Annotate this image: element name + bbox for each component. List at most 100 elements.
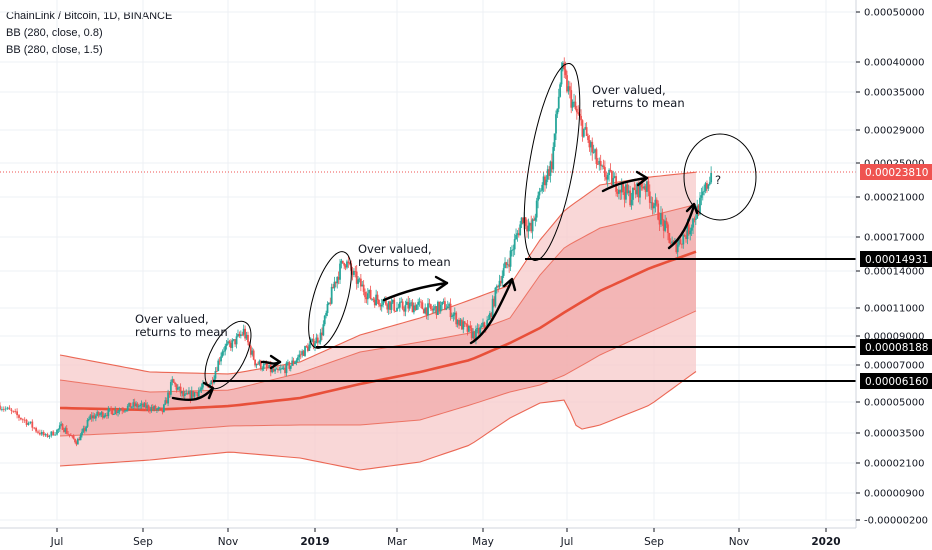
candle-up xyxy=(279,364,282,374)
candle-body xyxy=(68,434,71,436)
candle-body xyxy=(439,304,442,312)
candle-body xyxy=(365,297,368,300)
candle-down xyxy=(530,215,533,234)
candle-body xyxy=(405,301,408,305)
candle-down xyxy=(460,318,463,330)
candle-body xyxy=(556,108,559,115)
candle-down xyxy=(61,423,64,431)
candle-body xyxy=(265,363,268,367)
annotation-label: Over valued, xyxy=(592,83,666,97)
candle-body xyxy=(653,205,655,209)
candle-body xyxy=(708,182,711,185)
candle-down xyxy=(121,406,124,415)
candle-body xyxy=(118,409,121,412)
candle-up xyxy=(405,298,408,305)
candle-body xyxy=(506,264,509,266)
candle-up xyxy=(346,259,348,270)
candle-body xyxy=(488,313,491,320)
candle-body xyxy=(524,217,527,227)
candle-body xyxy=(689,230,692,235)
candle-up xyxy=(103,413,106,419)
candle-body xyxy=(498,280,501,288)
candle-body xyxy=(379,304,382,307)
candle-up xyxy=(654,193,657,213)
candle-body xyxy=(687,224,690,235)
candle-body xyxy=(594,149,596,153)
candle-body xyxy=(533,219,535,221)
candle-down xyxy=(658,212,661,232)
candle-up xyxy=(285,361,288,377)
candle-down xyxy=(259,359,262,371)
candle-up xyxy=(235,333,238,349)
candle-body xyxy=(699,197,701,215)
candle-body xyxy=(334,281,337,284)
x-tick-label: Sep xyxy=(644,536,664,548)
candle-body xyxy=(344,265,347,268)
candle-body xyxy=(2,408,5,410)
candle-body xyxy=(493,298,495,307)
candle-up xyxy=(227,338,229,346)
candle-body xyxy=(218,360,221,362)
y-tick-label: 0.00002100 xyxy=(864,459,924,470)
candle-up xyxy=(150,404,153,413)
candle-up xyxy=(140,400,143,409)
candle-body xyxy=(605,176,608,180)
legend-bb-inner[interactable]: BB (280, close, 0.8) xyxy=(6,27,103,39)
candle-up xyxy=(361,280,364,287)
candle-up xyxy=(57,428,60,433)
candle-body xyxy=(305,346,308,347)
candle-up xyxy=(322,320,325,337)
candle-up xyxy=(456,319,459,328)
candle-body xyxy=(144,403,147,409)
candle-body xyxy=(249,346,252,355)
arrow-annotation xyxy=(601,176,649,193)
legend-bb-outer[interactable]: BB (280, close, 1.5) xyxy=(6,44,103,56)
candle-body xyxy=(704,183,707,191)
candle-up xyxy=(397,303,400,309)
candle-body xyxy=(469,325,472,328)
candle-up xyxy=(315,333,318,344)
candle-body xyxy=(128,402,131,406)
candle-body xyxy=(237,334,239,337)
candle-up xyxy=(282,365,285,371)
candle-body xyxy=(284,367,286,374)
candle-body xyxy=(522,217,524,223)
candle-body xyxy=(359,278,362,287)
candle-body xyxy=(330,286,333,304)
candle-body xyxy=(486,320,489,328)
candle-down xyxy=(393,297,396,313)
candle-body xyxy=(143,403,146,408)
candle-up xyxy=(181,390,183,398)
candle-down xyxy=(384,296,387,306)
candle-up xyxy=(128,402,131,408)
candle-down xyxy=(544,174,546,192)
candle-body xyxy=(329,302,332,304)
candle-up xyxy=(183,390,186,400)
candle-down xyxy=(522,217,524,225)
candle-body xyxy=(417,302,420,305)
candle-up xyxy=(304,345,306,357)
candle-up xyxy=(708,176,711,186)
legend-symbol[interactable]: ChainLink / Bitcoin, 1D, BINANCE xyxy=(6,10,173,22)
candle-body xyxy=(231,340,234,348)
candle-body xyxy=(42,431,45,436)
candle-up xyxy=(368,289,371,298)
candle-body xyxy=(129,402,132,408)
candle-down xyxy=(379,303,382,311)
candle-up xyxy=(58,422,61,432)
candle-body xyxy=(661,212,664,220)
candle-down xyxy=(587,133,589,143)
candle-body xyxy=(458,319,460,326)
candle-up xyxy=(542,172,545,192)
candle-body xyxy=(183,394,186,396)
candle-body xyxy=(104,415,107,417)
candle-body xyxy=(389,301,391,310)
candle-body xyxy=(636,183,639,195)
candle-up xyxy=(598,157,601,171)
candle-body xyxy=(199,389,202,391)
candle-body xyxy=(247,334,249,343)
candle-down xyxy=(602,159,605,170)
candle-body xyxy=(468,325,470,332)
candle-up xyxy=(258,359,261,366)
